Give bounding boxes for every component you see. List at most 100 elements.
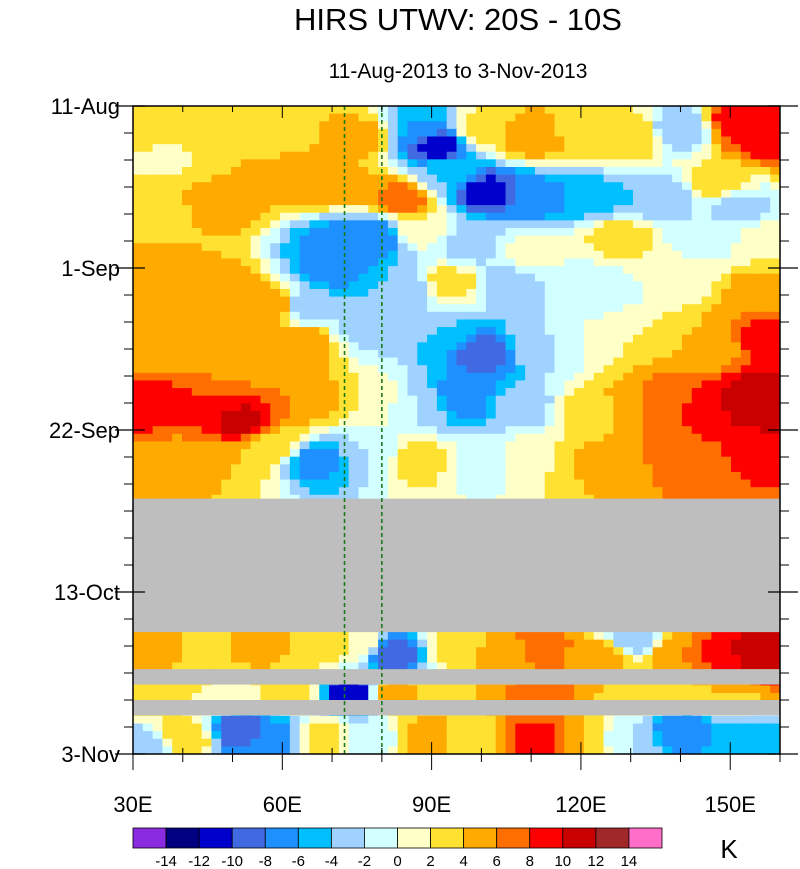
field-cell <box>672 151 683 160</box>
field-cell <box>368 144 379 153</box>
field-cell <box>495 174 507 183</box>
field-cell <box>583 327 595 336</box>
field-cell <box>417 380 428 389</box>
field-cell <box>407 639 418 648</box>
field-cell <box>466 380 477 389</box>
field-cell <box>407 388 418 397</box>
field-cell <box>672 471 683 481</box>
field-cell <box>544 205 556 214</box>
field-cell <box>289 639 301 648</box>
field-cell <box>632 403 644 412</box>
field-cell <box>329 654 340 664</box>
field-cell <box>466 464 477 473</box>
field-cell <box>142 258 154 267</box>
field-cell <box>270 418 281 427</box>
field-cell <box>319 159 330 168</box>
field-cell <box>133 639 144 648</box>
field-cell <box>436 136 448 145</box>
field-cell <box>730 487 742 496</box>
field-cell <box>309 227 320 237</box>
field-cell <box>770 281 780 290</box>
field-cell <box>436 144 448 153</box>
field-cell <box>348 220 360 229</box>
field-cell <box>446 372 458 382</box>
field-cell <box>446 189 458 199</box>
field-cell <box>691 106 703 115</box>
field-cell <box>495 410 507 420</box>
field-cell <box>476 349 487 359</box>
field-cell <box>368 288 379 298</box>
field-cell <box>201 395 213 404</box>
field-cell <box>427 288 438 298</box>
field-cell <box>280 281 291 290</box>
field-cell <box>632 189 644 199</box>
field-cell <box>672 487 683 496</box>
field-cell <box>534 418 546 427</box>
field-cell <box>133 273 144 282</box>
field-cell <box>770 258 780 267</box>
field-cell <box>730 342 742 351</box>
field-cell <box>721 662 732 671</box>
field-cell <box>309 349 320 359</box>
field-cell <box>182 426 193 435</box>
field-cell <box>446 365 458 374</box>
field-cell <box>632 266 644 275</box>
field-cell <box>711 106 722 115</box>
field-cell <box>407 144 418 153</box>
field-cell <box>525 418 536 427</box>
field-cell <box>133 395 144 404</box>
field-cell <box>691 273 703 282</box>
field-cell <box>466 471 477 481</box>
field-cell <box>564 441 575 450</box>
field-cell <box>534 258 546 267</box>
field-cell <box>721 235 732 244</box>
field-cell <box>250 449 262 458</box>
field-cell <box>672 410 683 420</box>
field-cell <box>436 388 448 397</box>
field-cell <box>368 174 379 183</box>
field-cell <box>387 388 399 397</box>
field-cell <box>466 433 477 443</box>
field-cell <box>564 243 575 252</box>
field-cell <box>191 235 203 244</box>
field-cell <box>662 296 673 305</box>
field-cell <box>446 128 458 138</box>
field-cell <box>427 342 438 351</box>
field-cell <box>564 159 575 168</box>
field-cell <box>289 174 301 183</box>
field-cell <box>564 471 575 481</box>
field-cell <box>319 464 330 473</box>
field-cell <box>534 220 546 229</box>
field-cell <box>407 121 418 130</box>
field-cell <box>740 159 752 168</box>
field-cell <box>231 151 242 160</box>
field-cell <box>133 296 144 305</box>
field-cell <box>309 121 320 130</box>
field-cell <box>652 106 663 115</box>
field-cell <box>387 349 399 359</box>
field-cell <box>652 136 663 145</box>
field-cell <box>740 296 752 305</box>
field-cell <box>289 250 301 260</box>
field-cell <box>564 128 575 138</box>
field-cell <box>515 250 526 260</box>
field-cell <box>427 441 438 450</box>
field-cell <box>623 365 634 374</box>
field-cell <box>525 128 536 138</box>
field-cell <box>358 662 369 671</box>
field-cell <box>299 365 311 374</box>
field-cell <box>240 464 252 473</box>
field-cell <box>730 151 742 160</box>
field-cell <box>250 182 262 191</box>
field-cell <box>329 281 340 290</box>
field-cell <box>770 304 780 313</box>
field-cell <box>583 647 595 656</box>
field-cell <box>544 250 556 260</box>
field-cell <box>672 449 683 458</box>
field-cell <box>564 121 575 130</box>
field-cell <box>250 250 262 260</box>
field-cell <box>240 273 252 282</box>
field-cell <box>770 487 780 496</box>
field-cell <box>133 487 144 496</box>
field-cell <box>662 487 673 496</box>
